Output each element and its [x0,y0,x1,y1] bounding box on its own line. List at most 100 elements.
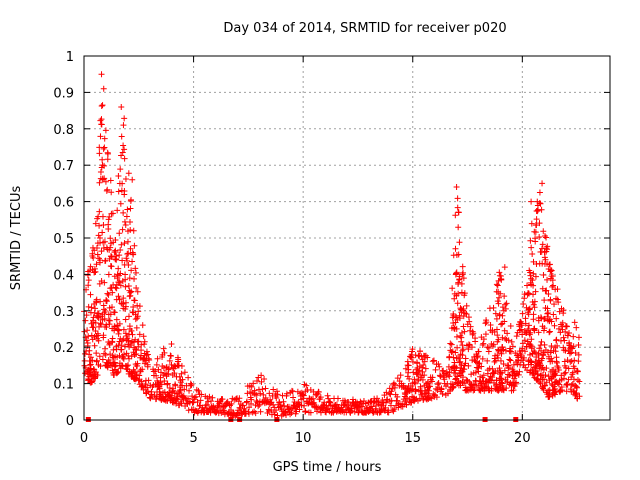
data-point [192,393,199,400]
data-point [499,334,506,341]
data-point [576,378,583,385]
data-point [526,305,533,312]
data-point [563,364,570,371]
data-point [179,376,186,383]
data-point [133,324,140,331]
data-point [458,280,465,287]
data-point [97,239,104,246]
data-point [387,391,394,398]
data-point [403,386,410,393]
data-point [96,208,103,215]
data-point [186,387,193,394]
data-point [113,316,120,323]
data-point [98,116,105,123]
data-point [178,363,185,370]
x-tick-label: 10 [295,431,312,446]
data-point [542,372,549,379]
data-point [478,363,485,370]
data-point [332,402,339,409]
data-point [452,349,459,356]
data-point [148,388,155,395]
data-point [108,254,115,261]
data-point [518,322,525,329]
data-point [408,387,415,394]
data-point [92,319,99,326]
data-point [495,387,502,394]
data-point [93,261,100,268]
data-point [405,369,412,376]
data-point [455,279,462,286]
data-point [99,229,106,236]
data-point [522,320,529,327]
data-point [555,366,562,373]
data-point [460,323,467,330]
data-point [97,363,104,370]
data-point [187,380,194,387]
data-point [540,352,547,359]
data-point [482,331,489,338]
data-point [530,291,537,298]
data-point [259,386,266,393]
data-point [525,322,532,329]
data-point [543,365,550,372]
data-point [495,346,502,353]
data-point [119,300,126,307]
data-point [195,387,202,394]
data-point [87,354,94,361]
data-point [540,272,547,279]
data-point [565,365,572,372]
data-point [474,354,481,361]
data-point [554,286,561,293]
data-point [143,348,150,355]
data-point [127,245,134,252]
data-point [110,346,117,353]
data-point [530,282,537,289]
data-point [122,271,129,278]
data-point [144,384,151,391]
data-point [285,403,292,410]
data-point [153,361,160,368]
data-point [102,257,109,264]
data-point [562,347,569,354]
data-point [555,381,562,388]
data-point [447,340,454,347]
data-point [138,341,145,348]
data-point [99,356,106,363]
data-point [571,357,578,364]
data-point [455,290,462,297]
data-point [519,310,526,317]
data-point [390,380,397,387]
data-point [102,178,109,185]
data-point [561,370,568,377]
data-point [539,180,546,187]
data-point [544,276,551,283]
data-point [517,326,524,333]
data-point [158,381,165,388]
y-tick-label: 0.2 [53,341,74,356]
data-point [498,321,505,328]
data-point [425,387,432,394]
data-point [513,333,520,340]
data-point [169,388,176,395]
data-point [520,354,527,361]
data-point [290,394,297,401]
data-point [528,359,535,366]
data-point [257,390,264,397]
data-point [549,273,556,280]
data-point [87,365,94,372]
data-point [563,381,570,388]
data-point [459,271,466,278]
data-point [453,325,460,332]
data-point [97,320,104,327]
data-point [496,365,503,372]
data-point [115,327,122,334]
data-point [105,216,112,223]
data-point [525,289,532,296]
data-point [519,331,526,338]
data-point [124,257,131,264]
data-point [106,317,113,324]
data-point [135,308,142,315]
data-point [122,276,129,283]
data-point [433,394,440,401]
data-point [385,409,392,416]
